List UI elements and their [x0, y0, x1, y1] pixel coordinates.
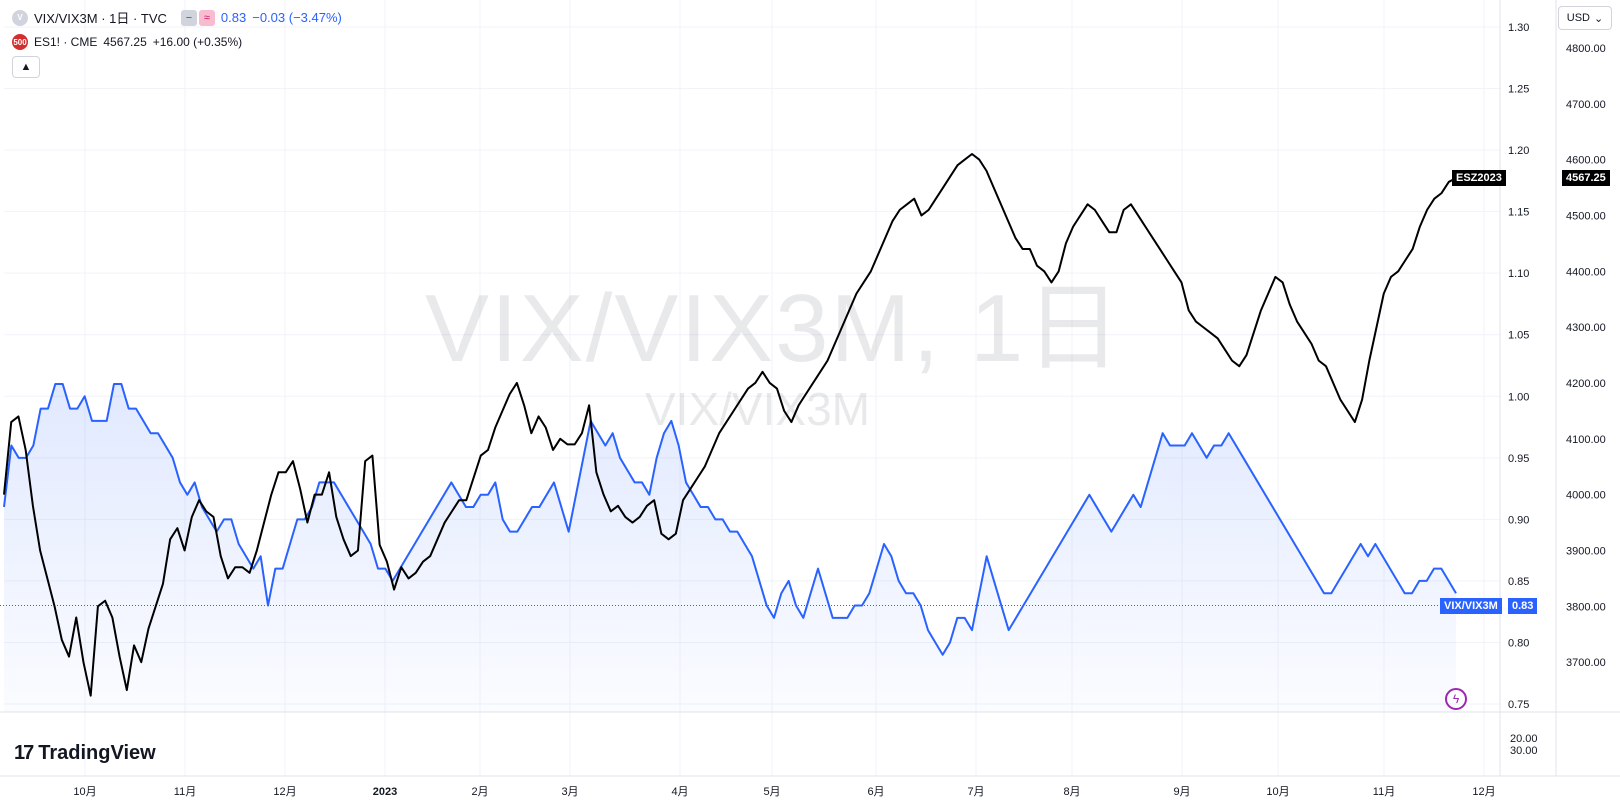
y-right-tick-label: 4600.00 — [1566, 155, 1606, 167]
es-change: +16.00 (+0.35%) — [152, 35, 243, 49]
legend-es[interactable]: 500 ES1! · CME 4567.25 +16.00 (+0.35%) — [12, 34, 242, 50]
y-right-tick-label: 4800.00 — [1566, 43, 1606, 55]
es-price-tag: 4567.25 — [1562, 169, 1610, 186]
chevron-down-icon: ⌄ — [1594, 12, 1604, 25]
hide-icon[interactable]: − — [180, 9, 197, 26]
vix-area-fill — [4, 383, 1456, 712]
x-tick-label: 11月 — [174, 786, 196, 798]
y-left-tick-label: 1.00 — [1508, 391, 1529, 403]
x-tick-label: 8月 — [1063, 786, 1080, 798]
x-tick-label: 10月 — [73, 786, 96, 798]
collapse-legend-button[interactable]: ▲ — [12, 56, 40, 78]
x-tick-label: 5月 — [763, 786, 780, 798]
y-left-tick-label: 1.10 — [1508, 268, 1529, 280]
y-right-tick-label: 4000.00 — [1566, 490, 1606, 502]
x-tick-label: 10月 — [1266, 786, 1289, 798]
y-right-tick-label: 4300.00 — [1566, 322, 1606, 334]
y-left-tick-label: 1.20 — [1508, 145, 1529, 157]
x-tick-label: 2月 — [471, 786, 488, 798]
y-left-tick-label: 1.25 — [1508, 84, 1529, 96]
vix-symbol-title[interactable]: VIX/VIX3M · 1日 · TVC — [34, 11, 167, 26]
y-right-tick-label: 3900.00 — [1566, 545, 1606, 557]
tradingview-logo-icon: 17 — [14, 742, 34, 764]
currency-select[interactable]: USD ⌄ — [1558, 6, 1612, 30]
x-tick-label: 9月 — [1173, 786, 1190, 798]
y-right-tick-label: 4700.00 — [1566, 99, 1606, 111]
legend-vix[interactable]: V VIX/VIX3M · 1日 · TVC − ≈ 0.83 −0.03 (−… — [12, 8, 342, 27]
chevron-up-icon: ▲ — [20, 61, 32, 73]
vix-change: −0.03 (−3.47%) — [252, 10, 342, 25]
x-tick-label: 2023 — [373, 786, 397, 798]
x-tick-label: 4月 — [671, 786, 688, 798]
legend-buttons[interactable]: − ≈ — [180, 9, 215, 26]
es-symbol-title[interactable]: ES1! · CME — [34, 35, 98, 49]
x-tick-label: 11月 — [1373, 786, 1395, 798]
y-right-tick-label: 3800.00 — [1566, 601, 1606, 613]
sub-pane-tick-label: 20.00 — [1510, 733, 1538, 745]
y-right-tick-label: 4100.00 — [1566, 434, 1606, 446]
x-tick-label: 12月 — [1472, 786, 1495, 798]
tradingview-logo-text: TradingView — [38, 742, 156, 764]
y-left-tick-label: 0.75 — [1508, 699, 1529, 711]
x-tick-label: 12月 — [273, 786, 296, 798]
y-left-tick-label: 0.85 — [1508, 576, 1529, 588]
vix-symbol-icon: V — [12, 9, 28, 26]
symbol-watermark: VIX/VIX3M, 1日 — [425, 275, 1124, 382]
compare-icon[interactable]: ≈ — [198, 9, 215, 26]
y-left-tick-label: 0.80 — [1508, 637, 1529, 649]
es-series-line — [3, 153, 1457, 697]
es-series-label: ESZ2023 — [1452, 169, 1506, 186]
es-last-value: 4567.25 — [103, 35, 147, 49]
x-tick-label: 7月 — [967, 786, 984, 798]
y-left-tick-label: 1.15 — [1508, 207, 1529, 219]
sub-pane-tick-label: 30.00 — [1510, 745, 1538, 757]
y-right-tick-label: 4400.00 — [1566, 266, 1606, 278]
sp500-symbol-icon: 500 — [12, 34, 28, 50]
y-left-tick-label: 1.30 — [1508, 22, 1529, 34]
y-right-tick-label: 4500.00 — [1566, 210, 1606, 222]
symbol-watermark-small: VIX/VIX3M — [645, 383, 870, 435]
y-right-tick-label: 4200.00 — [1566, 378, 1606, 390]
vix-last-value: 0.83 — [220, 10, 247, 25]
y-left-tick-label: 0.90 — [1508, 514, 1529, 526]
currency-label: USD — [1566, 12, 1590, 24]
vix-series-line — [3, 382, 1457, 656]
vix-series-label: VIX/VIX3M — [1440, 597, 1502, 614]
x-tick-label: 3月 — [561, 786, 578, 798]
y-left-tick-label: 0.95 — [1508, 453, 1529, 465]
tradingview-logo[interactable]: 17 TradingView — [14, 742, 156, 765]
x-tick-label: 6月 — [867, 786, 884, 798]
vix-price-tag: 0.83 — [1508, 597, 1538, 614]
y-right-tick-label: 3700.00 — [1566, 657, 1606, 669]
lightning-icon[interactable]: ϟ — [1445, 688, 1467, 710]
y-left-tick-label: 1.05 — [1508, 330, 1529, 342]
